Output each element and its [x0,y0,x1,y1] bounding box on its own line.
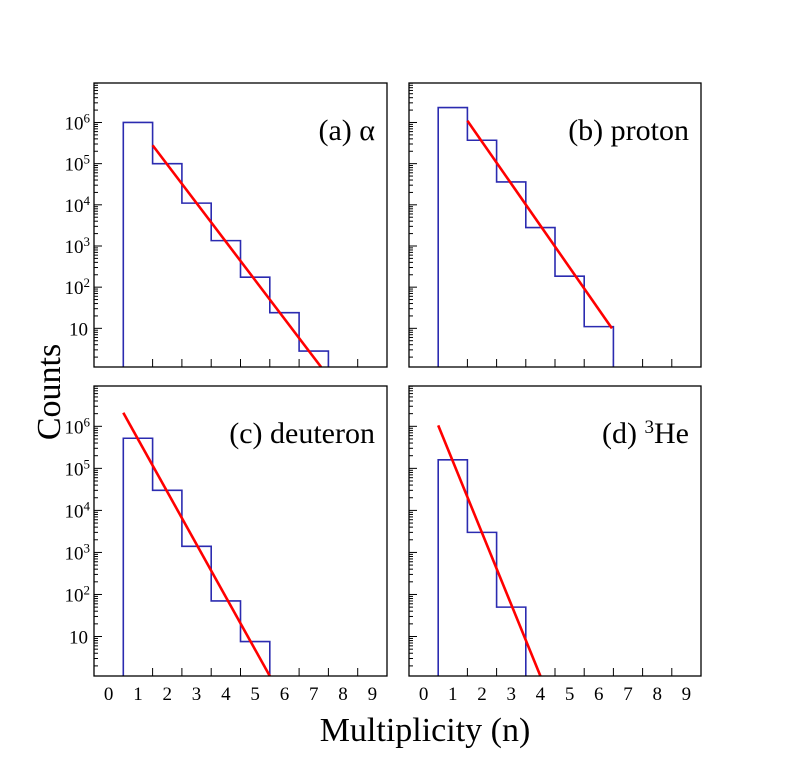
y-tick-base: 10 [65,501,84,522]
y-tick-base: 10 [69,319,88,340]
x-tick-label: 2 [477,684,487,705]
x-tick-label: 4 [536,684,546,705]
panel-label-text: (c) deuteron [229,417,375,450]
x-tick-label: 6 [594,684,604,705]
y-tick-label: 10 [69,319,88,340]
exponential-fit-line [151,144,323,367]
y-tick-exponent: 5 [84,151,91,166]
panel-label-text: (b) proton [568,114,689,147]
x-tick-label: 8 [338,684,348,705]
histogram-bin [123,122,152,367]
exponential-fit-line [466,120,614,330]
x-tick-label: 4 [221,684,231,705]
y-tick-exponent: 3 [84,540,91,555]
y-tick-base: 10 [69,628,88,649]
x-tick-label: 0 [419,684,429,705]
panel-label-superscript: 3 [645,417,655,438]
y-tick-base: 10 [65,459,84,480]
histogram-bin [584,327,613,367]
y-tick-label: 103 [65,233,91,257]
x-tick-label: 8 [652,684,662,705]
y-tick-label: 102 [65,275,91,300]
x-tick-label: 5 [565,684,575,705]
x-tick-label: 1 [133,684,143,705]
panel-label: (c) deuteron [229,417,375,450]
panel-label-text: (d) [602,417,644,450]
histogram-bin [438,460,467,676]
histogram-bin [211,601,240,676]
y-tick-exponent: 3 [84,233,91,248]
x-tick-label: 2 [163,684,173,705]
x-tick-label: 9 [682,684,692,705]
histogram-bin [211,241,240,367]
plot-frame [93,82,388,368]
histogram-bin [182,203,211,367]
histogram-bin [123,438,152,676]
x-tick-label: 9 [368,684,378,705]
y-tick-base: 10 [65,196,84,217]
y-tick-base: 10 [65,155,84,176]
histogram-bin [153,164,182,367]
y-tick-base: 10 [65,278,84,299]
x-tick-label: 3 [506,684,516,705]
y-tick-exponent: 4 [84,498,91,513]
y-tick-label: 106 [65,414,91,439]
y-tick-exponent: 6 [84,414,91,429]
y-tick-label: 104 [65,498,91,523]
y-tick-label: 10 [69,628,88,649]
histogram-bin [497,182,526,367]
x-tick-label: 7 [623,684,633,705]
panel-label-text: (a) α [318,114,375,147]
y-axis-title: Counts [31,344,68,440]
y-tick-label: 104 [65,192,91,217]
histogram-bin [526,228,555,367]
y-tick-label: 105 [65,151,91,176]
x-tick-label: 6 [280,684,290,705]
y-tick-exponent: 4 [84,192,91,207]
plot-frame [408,385,702,677]
histogram-bin [467,140,496,367]
y-tick-base: 10 [65,113,84,134]
x-axis-title: Multiplicity (n) [320,712,531,749]
y-tick-exponent: 5 [84,456,91,471]
histogram-bin [467,532,496,676]
y-tick-exponent: 6 [84,110,91,125]
panel-label-rest: He [654,417,689,450]
plot-frame [93,385,388,677]
y-tick-label: 106 [65,110,91,135]
exponential-fit-line [122,412,271,676]
histogram-bin [182,546,211,676]
y-tick-exponent: 2 [84,582,91,597]
histogram-bin [555,276,584,367]
y-tick-base: 10 [65,585,84,606]
x-tick-label: 0 [104,684,114,705]
panel-label: (b) proton [568,114,689,147]
x-tick-label: 7 [309,684,319,705]
y-tick-label: 105 [65,456,91,481]
y-tick-base: 10 [65,543,84,564]
y-tick-base: 10 [65,237,84,258]
plot-frame [408,82,702,368]
y-tick-base: 10 [65,417,84,438]
histogram-bin [438,108,467,367]
exponential-fit-line [436,424,542,676]
panel-label: (d) 3He [602,417,689,451]
x-tick-label: 3 [192,684,202,705]
y-tick-exponent: 2 [84,275,91,290]
histogram-bin [241,277,270,367]
histogram-bin [153,490,182,676]
panel-b: (b) proton [408,82,702,368]
y-tick-label: 102 [65,582,91,607]
panel-label: (a) α [318,114,375,147]
y-tick-label: 103 [65,540,91,565]
histogram-bin [241,642,270,676]
x-tick-label: 5 [250,684,260,705]
x-tick-label: 1 [448,684,458,705]
histogram-bin [497,607,526,676]
